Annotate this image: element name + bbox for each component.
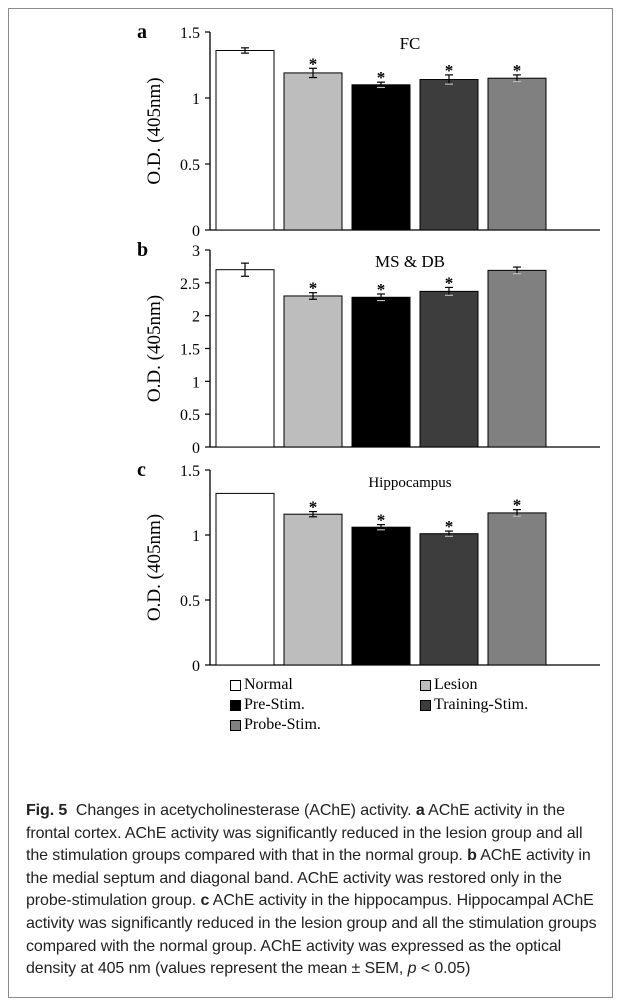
panel-c-ytick-label-1: 0.5 — [180, 593, 200, 610]
panel-b-sig-1: * — [309, 279, 318, 298]
panel-a-title: FC — [400, 34, 421, 53]
panel-b-title: MS & DB — [375, 252, 445, 271]
legend-swatch-normal — [230, 679, 241, 691]
panel-b-label: b — [137, 239, 148, 261]
panel-c-sig-4: * — [513, 496, 522, 515]
panel-a-sig-2: * — [377, 68, 386, 87]
panel-b-ytick-label-4: 2 — [192, 309, 200, 326]
panel-b-bar-1 — [283, 295, 343, 448]
panel-a-bar-2 — [351, 84, 411, 231]
legend-label-probe-stim: Probe-Stim. — [244, 716, 321, 733]
caption-b-label: b — [467, 847, 477, 865]
panel-c-ytick-label-3: 1.5 — [180, 463, 200, 480]
panel-c-ytick-label-2: 1 — [192, 528, 200, 545]
legend-label-lesion: Lesion — [434, 676, 478, 693]
panel-a-ytick-label-1: 0.5 — [180, 157, 200, 174]
caption-p-symbol: p — [407, 960, 417, 978]
panel-b-ytick-label-3: 1.5 — [180, 342, 200, 359]
panel-a-ytick-label-3: 1.5 — [180, 25, 200, 42]
panel-b-sig-2: * — [377, 280, 386, 299]
legend-item-training-stim: Training-Stim. — [420, 696, 528, 714]
panel-b-ylabel: O.D. (405nm) — [144, 295, 165, 402]
legend-swatch-training-stim — [420, 699, 431, 711]
panel-b-ytick-label-1: 0.5 — [180, 407, 200, 424]
panel-a-label: a — [137, 21, 147, 43]
panel-c-ylabel: O.D. (405nm) — [144, 514, 165, 621]
panel-c-title: Hippocampus — [368, 475, 451, 491]
caption-a-text: AChE activity in the frontal cortex. ACh… — [26, 802, 583, 865]
caption-a-label: a — [415, 802, 425, 819]
legend-item-lesion: Lesion — [420, 676, 478, 694]
caption-fig-label: Fig. 5 — [26, 802, 68, 819]
panel-c-bar-1 — [283, 513, 343, 666]
panel-a-ytick-label-0: 0 — [192, 223, 200, 240]
panel-b-bar-0 — [215, 269, 275, 448]
legend: Normal Lesion Pre-Stim. Training-Stim. P… — [230, 676, 610, 746]
panel-b-ytick-label-5: 2.5 — [180, 276, 200, 293]
legend-swatch-lesion — [420, 679, 431, 691]
panel-c-bar-0 — [215, 492, 275, 666]
figure-caption: Fig. 5 Changes in acetycholinesterase (A… — [26, 800, 606, 981]
panel-c-bar-4 — [487, 512, 547, 666]
caption-b-text: AChE activity in the medial septum and d… — [26, 847, 591, 910]
caption-p-text: < 0.05) — [420, 960, 471, 978]
panel-a-bar-1 — [283, 72, 343, 231]
panel-b-ytick-label-6: 3 — [192, 243, 200, 260]
panel-c-sig-3: * — [445, 517, 454, 536]
panel-a-bar-4 — [487, 77, 547, 231]
chart-area: a FC O.D. (405nm) 0 0.5 1 1.5 * * * * b MS & DB O.D. … — [137, 21, 600, 675]
panel-a-ytick-label-2: 1 — [192, 91, 200, 108]
panel-b-sig-3: * — [445, 273, 454, 292]
panel-a-sig-4: * — [513, 61, 522, 80]
panel-b-bar-3 — [419, 290, 479, 448]
panel-c-bar-3 — [419, 533, 479, 666]
legend-label-normal: Normal — [244, 676, 293, 693]
caption-c-label: c — [200, 892, 210, 910]
panel-a-ylabel: O.D. (405nm) — [144, 77, 165, 184]
caption-title: Changes in acetycholinesterase (AChE) ac… — [75, 802, 412, 819]
panel-b-ytick-label-2: 1 — [192, 374, 200, 391]
panel-c-ytick-label-0: 0 — [192, 658, 200, 675]
legend-swatch-probe-stim — [230, 719, 241, 731]
panel-c-sig-1: * — [309, 498, 318, 517]
panel-b-bar-2 — [351, 296, 411, 448]
legend-label-training-stim: Training-Stim. — [434, 696, 529, 713]
legend-label-pre-stim: Pre-Stim. — [244, 696, 305, 713]
panel-a-sig-1: * — [309, 54, 318, 73]
panel-c-sig-2: * — [377, 511, 386, 530]
legend-item-probe-stim: Probe-Stim. — [230, 716, 321, 734]
legend-item-normal: Normal — [230, 676, 293, 694]
caption-c-text: AChE activity in the hippocampus. Hippoc… — [26, 892, 597, 978]
legend-swatch-pre-stim — [230, 699, 241, 711]
panel-a-bar-0 — [215, 49, 275, 231]
panel-a-bar-3 — [419, 79, 479, 231]
panel-b-bar-4 — [487, 269, 547, 448]
panel-a-sig-3: * — [445, 61, 454, 80]
legend-item-pre-stim: Pre-Stim. — [230, 696, 305, 714]
panel-c-label: c — [137, 459, 146, 481]
panel-c-bar-2 — [351, 526, 411, 666]
panel-b-ytick-label-0: 0 — [192, 440, 200, 457]
